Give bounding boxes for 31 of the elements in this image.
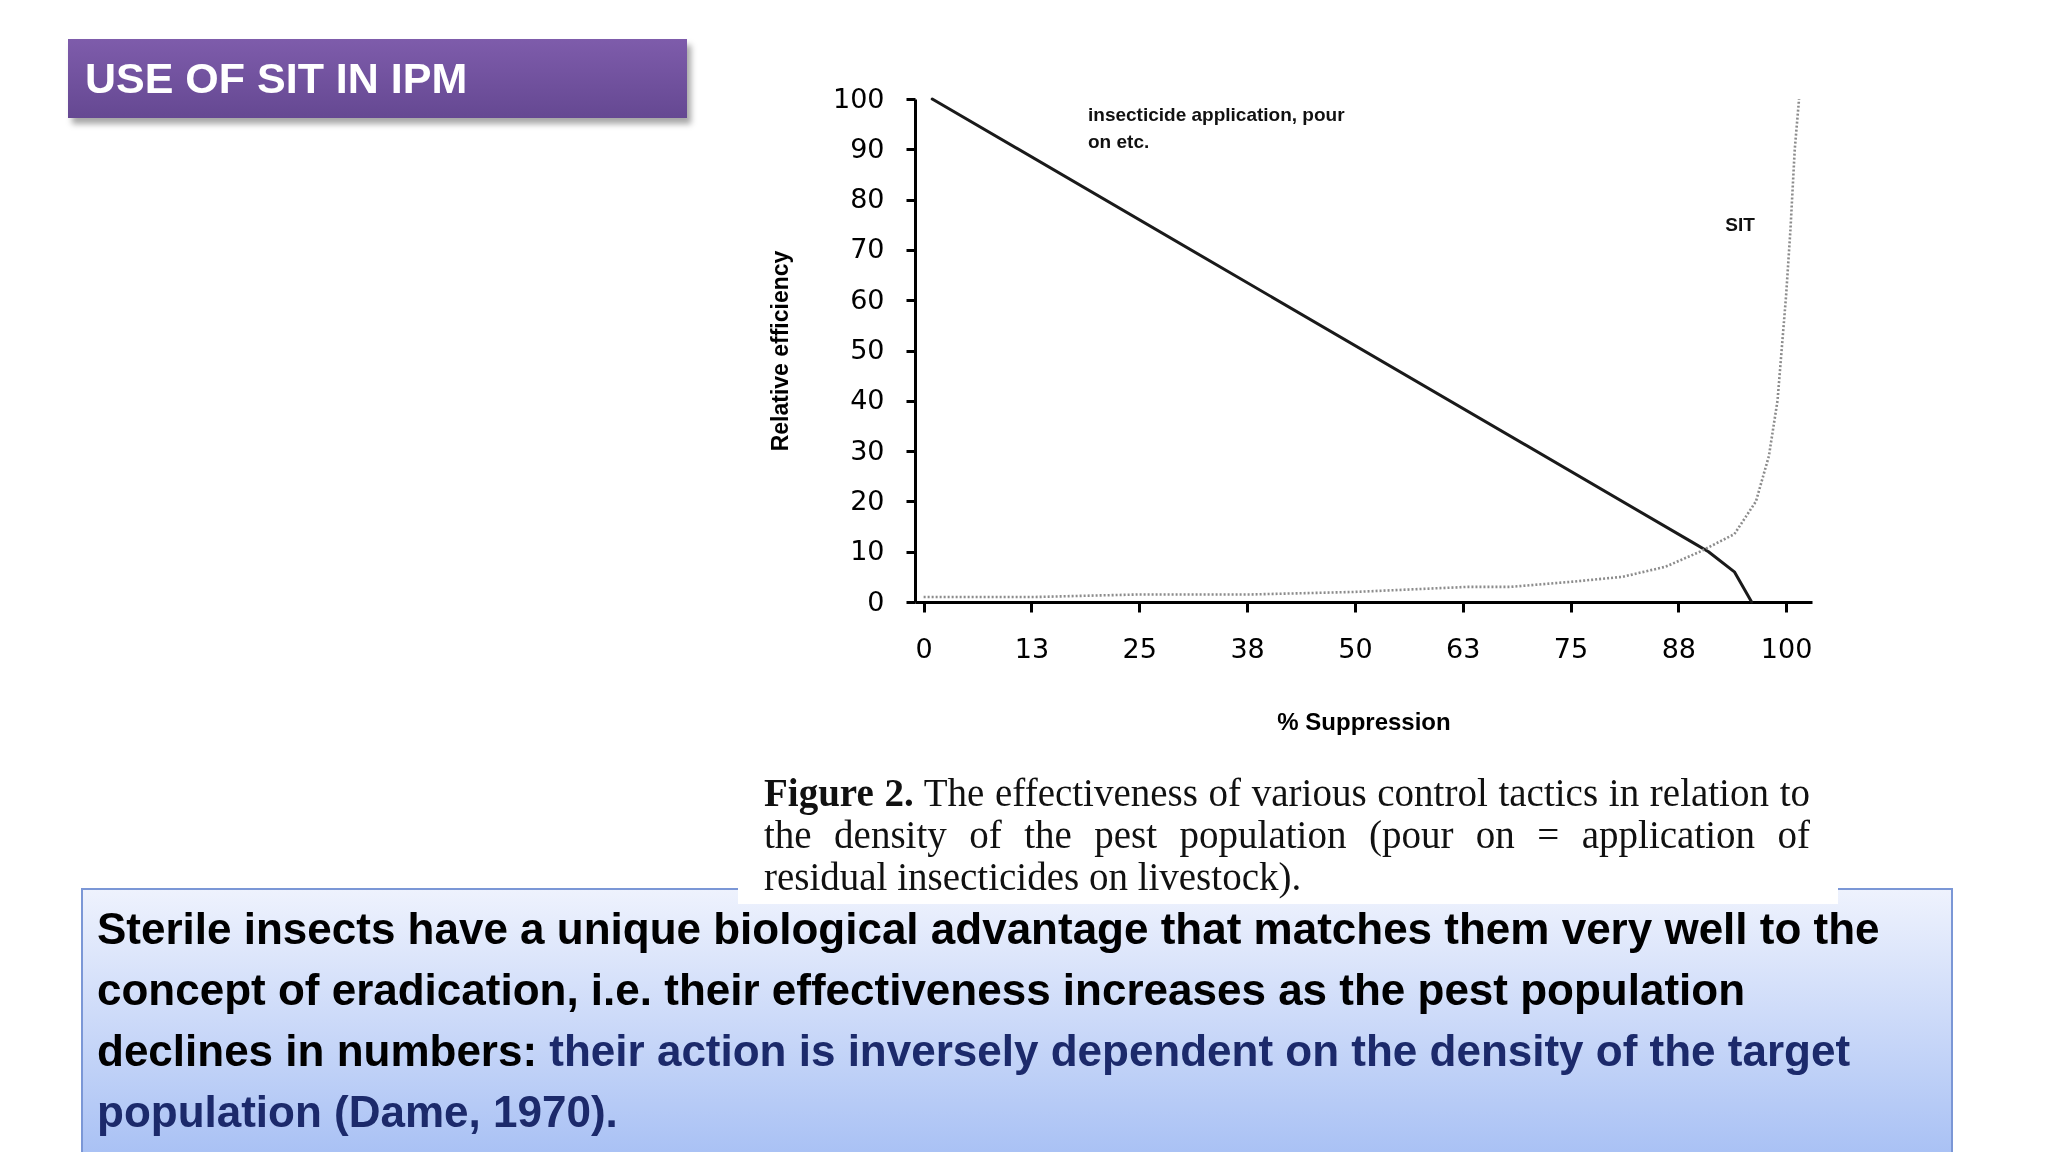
text: population (Dame, 1970). xyxy=(97,1087,618,1136)
y-tick-label: 70 xyxy=(850,233,885,265)
x-tick-label: 25 xyxy=(1122,632,1157,664)
y-tick-label: 100 xyxy=(832,82,885,114)
x-axis-title: % Suppression xyxy=(1277,707,1451,735)
y-tick-label: 90 xyxy=(850,132,885,164)
text: USE OF SIT IN IPM xyxy=(68,39,687,118)
x-tick-label: 100 xyxy=(1760,632,1813,664)
x-tick-label: 50 xyxy=(1338,632,1373,664)
y-tick-label: 40 xyxy=(850,384,885,416)
y-tick-label: 20 xyxy=(850,484,885,516)
y-tick-label: 80 xyxy=(850,183,885,215)
x-tick-label: 75 xyxy=(1553,632,1589,664)
x-tick-label: 0 xyxy=(915,632,933,664)
text: concept of eradication, i.e. their effectiveness increases as the pest population xyxy=(97,965,1746,1014)
text: their action is inversely dependent on the density of the target xyxy=(549,1026,1851,1075)
y-tick-label: 10 xyxy=(850,535,885,567)
x-tick-label: 63 xyxy=(1446,632,1481,664)
series-label: SIT xyxy=(1725,214,1756,235)
series-label: insecticide application, pour on etc. xyxy=(1088,104,1346,152)
y-tick-label: 60 xyxy=(850,283,885,315)
y-axis-title: Relative efficiency xyxy=(766,250,793,452)
y-tick-label: 0 xyxy=(867,585,885,617)
x-tick-label: 13 xyxy=(1014,632,1050,664)
caption: Figure 2. xyxy=(764,771,914,814)
text: Sterile insects have a unique biological advantage that matches them very well to the xyxy=(97,904,1880,953)
x-tick-label: 38 xyxy=(1230,632,1265,664)
x-tick-label: 88 xyxy=(1661,632,1696,664)
y-tick-label: 30 xyxy=(850,434,885,466)
text: declines in numbers: xyxy=(97,1026,538,1075)
y-tick-label: 50 xyxy=(850,334,885,365)
